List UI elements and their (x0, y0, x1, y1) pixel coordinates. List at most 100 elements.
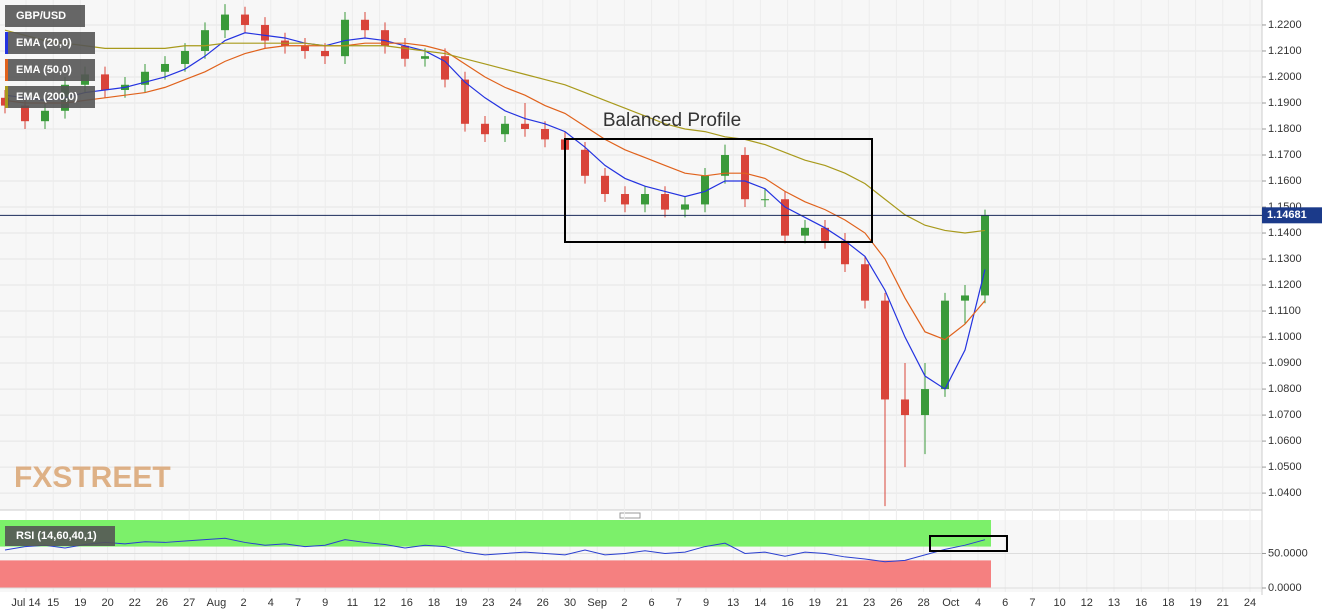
rsi-line (4, 537, 986, 563)
candle-body (341, 19, 349, 57)
candle-body (661, 194, 669, 210)
candle-body (141, 71, 149, 85)
x-tick-label: 18 (1162, 597, 1174, 609)
candle-body (601, 175, 609, 195)
y-tick-label: 1.1100 (1268, 305, 1301, 317)
x-tick-label: 4 (975, 597, 981, 609)
candle-body (101, 74, 109, 90)
x-tick-label: 11 (347, 597, 358, 609)
x-tick-label: 13 (1108, 597, 1120, 609)
candle-body (301, 45, 309, 51)
y-tick-label: 1.2100 (1268, 45, 1302, 57)
x-tick-label: 21 (1217, 597, 1229, 609)
candle-body (781, 199, 789, 236)
y-tick-label: 1.1000 (1268, 331, 1302, 343)
last-price-label: 1.14681 (1267, 209, 1307, 221)
y-tick-label: 1.1300 (1268, 253, 1302, 265)
x-tick-label: Aug (207, 597, 227, 609)
x-tick-label: 20 (101, 597, 113, 609)
candle-body (901, 399, 909, 416)
watermark: FXSTREET (14, 461, 171, 494)
candle-body (941, 300, 949, 390)
overbought-zone (0, 520, 991, 547)
x-tick-label: 26 (537, 597, 549, 609)
y-tick-label: 1.1800 (1268, 123, 1302, 135)
x-tick-label: 13 (727, 597, 739, 609)
x-tick-label: 19 (455, 597, 467, 609)
oversold-zone (0, 560, 991, 588)
legend-box (5, 32, 95, 54)
candle-body (541, 128, 549, 140)
y-tick-label: 1.1400 (1268, 227, 1302, 239)
x-tick-label: 21 (836, 597, 848, 609)
candle-body (361, 19, 369, 31)
x-tick-label: 4 (268, 597, 274, 609)
candle-body (821, 227, 829, 241)
x-tick-label: 23 (482, 597, 494, 609)
candle-body (381, 30, 389, 46)
x-tick-label: Sep (587, 597, 607, 609)
x-tick-label: 24 (1244, 597, 1256, 609)
legend-label: EMA (20,0) (16, 37, 72, 49)
candle-body (441, 56, 449, 80)
ema-line (4, 29, 986, 234)
y-tick-label: 1.2200 (1268, 19, 1302, 31)
x-tick-label: 6 (649, 597, 655, 609)
y-tick-label: 1.0600 (1268, 435, 1302, 447)
x-tick-label: 14 (754, 597, 766, 609)
x-tick-label: 2 (241, 597, 247, 609)
y-tick-label: 1.2000 (1268, 71, 1302, 83)
candle-body (841, 240, 849, 265)
rsi-box (929, 535, 1008, 552)
legend-label: RSI (14,60,40,1) (16, 530, 97, 542)
legend-swatch (5, 5, 8, 27)
x-tick-label: 22 (129, 597, 141, 609)
candle-body (921, 389, 929, 416)
y-tick-label: 1.0900 (1268, 357, 1302, 369)
y-tick-label: 1.0800 (1268, 383, 1302, 395)
x-tick-label: 12 (1081, 597, 1093, 609)
x-tick-label: 24 (509, 597, 521, 609)
ema-line (4, 32, 986, 390)
x-tick-label: 6 (1002, 597, 1008, 609)
candle-body (181, 50, 189, 64)
candle-body (721, 155, 729, 176)
candle-body (881, 300, 889, 400)
x-tick-label: 15 (47, 597, 59, 609)
candle-body (981, 215, 989, 296)
candle-body (501, 123, 509, 135)
candle-body (221, 14, 229, 31)
x-tick-label: 10 (1053, 597, 1065, 609)
candle-body (401, 45, 409, 59)
x-tick-label: 7 (676, 597, 682, 609)
y-tick-label: 1.1200 (1268, 279, 1302, 291)
candle-body (641, 194, 649, 205)
x-tick-label: 26 (156, 597, 168, 609)
legend-swatch (5, 32, 8, 54)
balanced-profile-box (564, 138, 873, 243)
annotation: Balanced Profile (603, 110, 741, 131)
legend-label: GBP/USD (16, 10, 66, 22)
candle-body (701, 175, 709, 205)
x-tick-label: Oct (942, 597, 959, 609)
legend-box (5, 86, 95, 108)
y-tick-label: 1.1900 (1268, 97, 1302, 109)
x-tick-label: 19 (809, 597, 821, 609)
candle-body (861, 264, 869, 301)
y-tick-label: 1.1600 (1268, 175, 1302, 187)
candle-body (961, 295, 969, 301)
candle-body (581, 149, 589, 176)
panel-handle (619, 512, 641, 519)
y-tick-label: 1.1700 (1268, 149, 1302, 161)
x-tick-label: 23 (863, 597, 875, 609)
candle-body (761, 199, 769, 201)
candle-body (241, 14, 249, 25)
y-tick-label: 0.0000 (1268, 582, 1302, 594)
legend-box (5, 59, 95, 81)
last-price-box (1262, 207, 1322, 224)
candle-body (481, 123, 489, 135)
ema-line (4, 42, 986, 341)
x-tick-label: 7 (1029, 597, 1035, 609)
candle-body (461, 79, 469, 124)
